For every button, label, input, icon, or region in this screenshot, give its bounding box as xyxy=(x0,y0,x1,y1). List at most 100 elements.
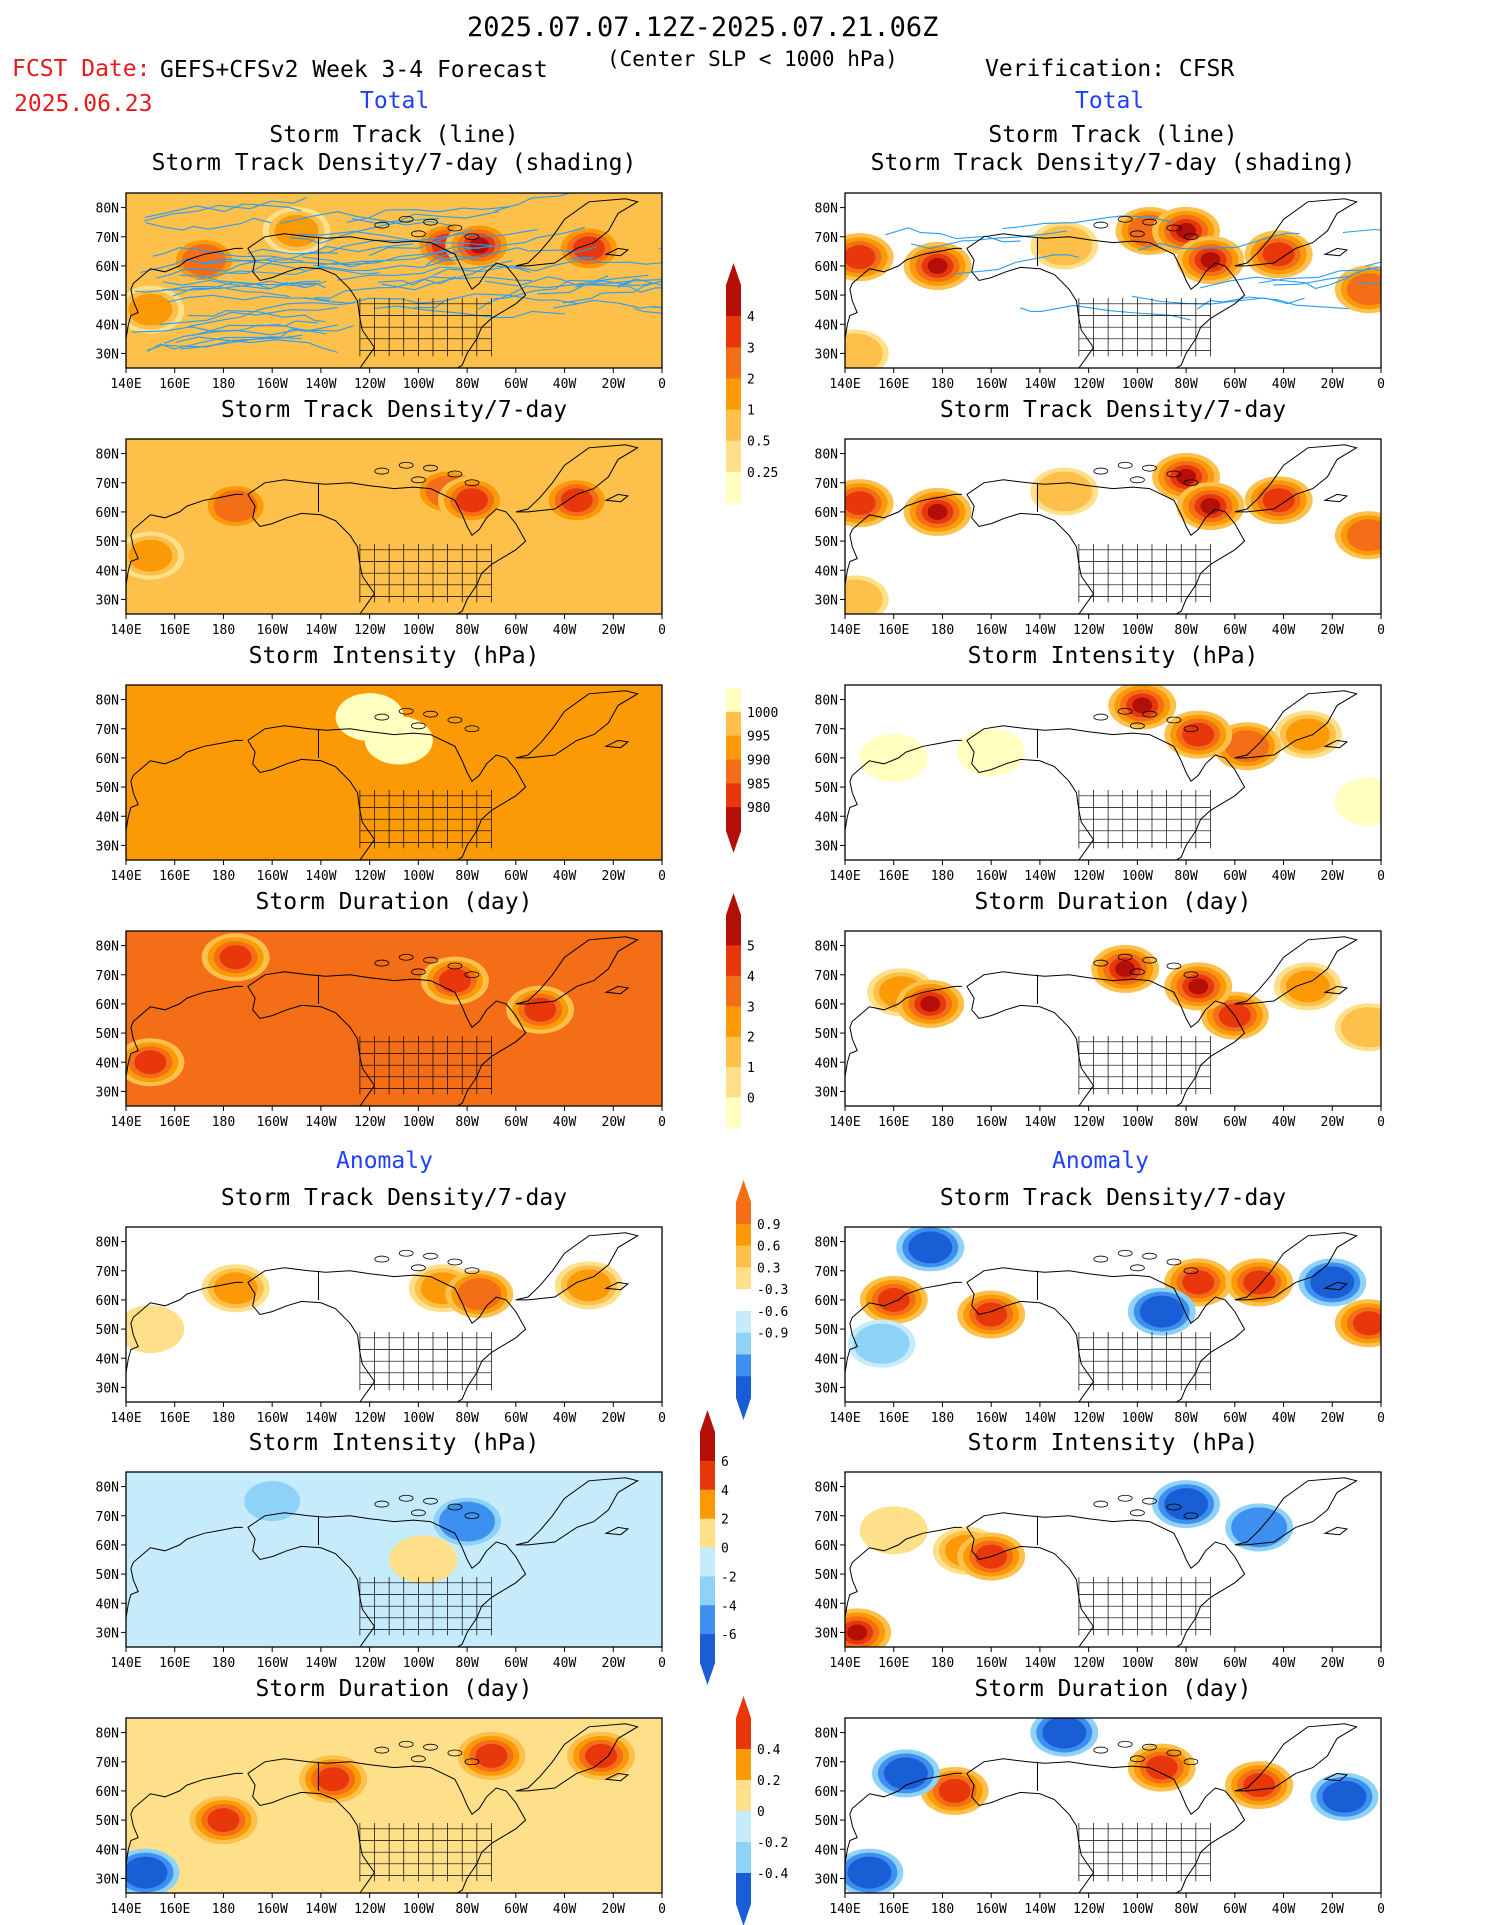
coastline xyxy=(966,725,1246,860)
island-outline xyxy=(464,1758,480,1766)
storm-track-line xyxy=(143,196,308,222)
colorbar-label: 0.6 xyxy=(757,1240,780,1255)
field-blob xyxy=(475,1743,508,1768)
island-outline xyxy=(1142,1743,1157,1751)
colorbar-swatch xyxy=(726,735,741,760)
x-tick-label: 140W xyxy=(1024,1902,1055,1917)
island-outline xyxy=(464,233,480,241)
x-tick-label: 40W xyxy=(1272,869,1296,884)
field-blob xyxy=(938,1778,971,1803)
field-blob xyxy=(1334,777,1381,826)
storm-track-line xyxy=(1137,232,1300,252)
x-tick-label: 140E xyxy=(110,377,141,392)
colorbar-swatch xyxy=(736,1289,751,1312)
x-tick-label: 140E xyxy=(110,1411,141,1426)
panel-title: Storm Intensity (hPa) xyxy=(249,1430,540,1456)
coastline xyxy=(966,479,1246,614)
x-tick-label: 120W xyxy=(354,869,385,884)
island-outline xyxy=(1183,1758,1199,1766)
storm-track-line xyxy=(377,276,533,286)
panel-frame xyxy=(125,1471,663,1648)
colorbar-swatch xyxy=(736,1245,751,1268)
storm-track-line xyxy=(658,247,662,250)
panel-title: Storm Duration (day) xyxy=(975,1676,1252,1702)
storm-track-line xyxy=(175,336,339,354)
x-tick-label: 0 xyxy=(1377,623,1385,638)
x-tick-label: 160W xyxy=(257,1411,288,1426)
colorbar-swatch xyxy=(726,316,741,348)
x-tick-label: 100W xyxy=(1122,1656,1153,1671)
coastline xyxy=(515,936,639,1005)
storm-track-line xyxy=(140,258,306,274)
field-blob xyxy=(1322,1780,1367,1813)
storm-track-line xyxy=(167,294,331,303)
x-tick-label: 60W xyxy=(1223,869,1247,884)
x-tick-label: 180 xyxy=(931,1656,954,1671)
colorbar-label: 0.5 xyxy=(747,435,770,450)
coastline xyxy=(604,985,630,995)
colorbar-swatch xyxy=(726,783,741,808)
x-tick-label: 140E xyxy=(110,1115,141,1130)
x-tick-label: 140E xyxy=(110,1656,141,1671)
storm-track-line xyxy=(432,256,595,277)
colorbar-swatch xyxy=(726,975,741,1007)
y-tick-label: 30N xyxy=(96,1381,119,1396)
map-panel-forecast-anomaly-track-density: 140E 160E 180 160W 140W 120W 100W 80W 60W 40W 20W 0… xyxy=(96,1185,666,1426)
colorbar-swatch xyxy=(726,471,741,504)
island-outline xyxy=(1142,956,1157,964)
island-outline xyxy=(1117,461,1133,469)
y-tick-label: 80N xyxy=(96,1236,119,1251)
storm-track-line xyxy=(146,336,302,352)
storm-track-line xyxy=(346,206,511,223)
panel-frame xyxy=(844,192,1382,369)
y-tick-label: 60N xyxy=(96,1539,119,1554)
colorbar-arrow xyxy=(736,1904,751,1925)
field-blob xyxy=(1188,978,1209,995)
panel-title: Storm Duration (day) xyxy=(256,1676,533,1702)
x-tick-label: 60W xyxy=(1223,1902,1247,1917)
island-outline xyxy=(398,1494,414,1502)
x-tick-label: 160W xyxy=(976,1902,1007,1917)
x-tick-label: 20W xyxy=(1321,1902,1345,1917)
x-tick-label: 140W xyxy=(305,1902,336,1917)
map-panel-forecast-anomaly-duration: 140E 160E 180 160W 140W 120W 100W 80W 60W 40W 20W 0… xyxy=(96,1676,666,1917)
x-tick-label: 100W xyxy=(1122,1902,1153,1917)
y-tick-label: 70N xyxy=(815,1756,838,1771)
x-tick-label: 140W xyxy=(305,1411,336,1426)
x-tick-label: 100W xyxy=(403,623,434,638)
island-outline xyxy=(1093,1746,1109,1754)
storm-track-line xyxy=(144,203,301,218)
section-anomaly-right: Anomaly xyxy=(1052,1148,1149,1174)
x-tick-label: 180 xyxy=(931,1902,954,1917)
storm-track-line xyxy=(317,255,477,272)
panel-frame xyxy=(125,1226,663,1403)
coastline xyxy=(966,986,1095,1106)
x-tick-label: 0 xyxy=(1377,1902,1385,1917)
island-outline xyxy=(1142,464,1157,472)
coastline xyxy=(966,248,1095,368)
coastline xyxy=(247,986,376,1106)
field-blob xyxy=(1310,1266,1355,1299)
x-tick-label: 40W xyxy=(1272,1902,1296,1917)
island-outline xyxy=(447,1503,463,1511)
x-tick-label: 20W xyxy=(602,377,626,392)
x-tick-label: 40W xyxy=(1272,1115,1296,1130)
field-blob xyxy=(566,1269,611,1302)
y-tick-label: 80N xyxy=(96,694,119,709)
coastline xyxy=(1234,936,1358,1005)
field-blob xyxy=(1164,1488,1209,1521)
island-outline xyxy=(1166,1749,1182,1757)
field-blob xyxy=(213,490,258,523)
y-tick-label: 70N xyxy=(96,231,119,246)
coastline xyxy=(966,1527,1095,1647)
colorbar-swatch xyxy=(726,378,741,411)
panel-frame xyxy=(844,1471,1382,1648)
x-tick-label: 60W xyxy=(1223,377,1247,392)
panel-title: Storm Track Density/7-day (shading) xyxy=(871,150,1356,176)
storm-track-line xyxy=(179,274,318,290)
colorbar-swatch xyxy=(700,1547,715,1577)
panel-title: Storm Duration (day) xyxy=(975,889,1252,915)
x-tick-label: 160W xyxy=(976,869,1007,884)
panel-frame xyxy=(125,438,663,615)
